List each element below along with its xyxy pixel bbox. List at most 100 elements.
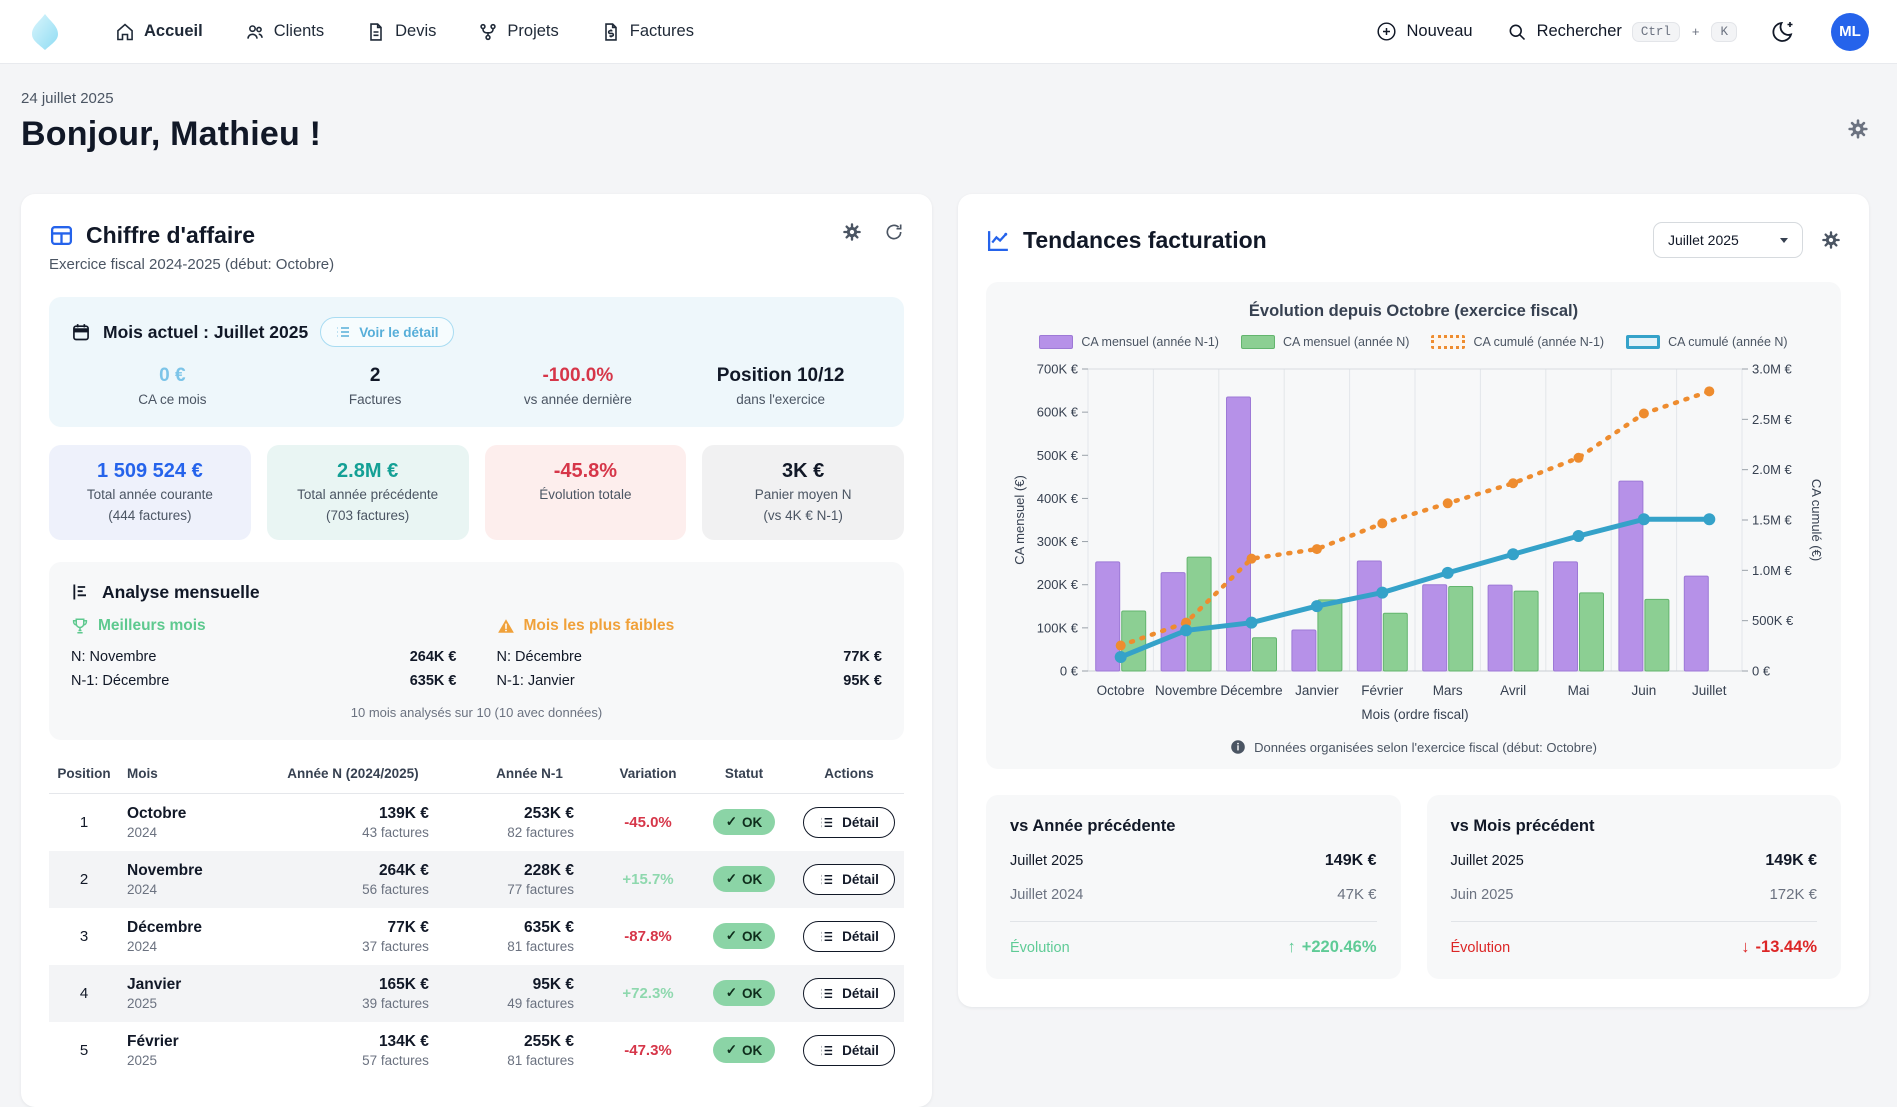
check-icon: ✓ [725, 1042, 738, 1058]
year-n-value: 139K € [378, 804, 429, 822]
year-n-value: 264K € [378, 861, 429, 879]
line-chart-icon [986, 228, 1011, 253]
cell-variation: +15.7% [602, 851, 694, 908]
cell-month: Novembre 2024 [119, 851, 249, 908]
evolution-percent: -13.44% [1755, 938, 1817, 956]
cell-status: ✓ OK [694, 851, 794, 908]
best-months-title: Meilleurs mois [98, 616, 206, 634]
nav-item-accueil[interactable]: Accueil [102, 13, 216, 51]
status-badge: ✓ OK [712, 866, 776, 893]
comparison-title: vs Mois précédent [1450, 817, 1595, 835]
cell-actions: Détail [794, 851, 904, 908]
dark-mode-toggle-icon[interactable] [1771, 19, 1797, 45]
legend-item: CA mensuel (année N-1) [1039, 335, 1219, 349]
user-avatar[interactable]: ML [1831, 12, 1869, 51]
analysis-row-value: 95K € [843, 672, 882, 689]
dashboard-settings-gear-icon[interactable] [1847, 118, 1869, 140]
status-badge: ✓ OK [712, 923, 776, 950]
cell-year-n: 77K € 37 factures [249, 908, 457, 965]
table-header: Actions [794, 753, 904, 794]
detail-button[interactable]: Détail [803, 920, 895, 952]
analysis-row: N: Décembre 77K € [497, 645, 883, 669]
evolution-label: Évolution [1450, 939, 1511, 956]
search-button[interactable]: Rechercher Ctrl + K [1507, 21, 1737, 42]
svg-text:1.0M €: 1.0M € [1752, 563, 1793, 578]
cell-status: ✓ OK [694, 1022, 794, 1079]
summary-box-label: Évolution totale [539, 487, 632, 502]
evolution-value: ↑ +220.46% [1287, 938, 1376, 957]
cell-position: 1 [79, 813, 89, 831]
cell-variation: +72.3% [602, 965, 694, 1022]
summary-box-value: 3K € [782, 460, 825, 482]
nav-item-clients[interactable]: Clients [232, 13, 337, 51]
cell-position: 3 [79, 927, 89, 945]
app-logo-icon[interactable] [28, 13, 62, 51]
svg-text:500K €: 500K € [1037, 448, 1079, 463]
legend-swatch-icon [1039, 335, 1074, 349]
svg-text:100K €: 100K € [1037, 620, 1079, 635]
trends-settings-gear-icon[interactable] [1821, 230, 1841, 250]
cell-year-n: 165K € 39 factures [249, 965, 457, 1022]
detail-button[interactable]: Détail [803, 863, 895, 895]
table-header: Variation [602, 753, 694, 794]
current-month-panel: Mois actuel : Juillet 2025 Voir le détai… [49, 297, 904, 427]
new-button[interactable]: Nouveau [1376, 21, 1473, 42]
months-table-body: 1 Octobre 2024 139K € 43 factures 253K €… [49, 793, 904, 1079]
period-select[interactable]: Juillet 2025 [1653, 222, 1803, 258]
month-year: 2025 [127, 1052, 158, 1068]
analysis-row: N: Novembre 264K € [71, 645, 457, 669]
nav-item-factures[interactable]: Factures [588, 13, 707, 51]
summary-box: 2.8M € Total année précédente (703 factur… [266, 445, 469, 540]
analysis-row-value: 77K € [843, 648, 882, 665]
comparison-row1-value: 149K € [1765, 852, 1817, 869]
cell-variation: -45.0% [602, 793, 694, 851]
weakest-months-rows: N: Décembre 77K € N-1: Janvier 95K € [497, 645, 883, 693]
month-name: Février [127, 1032, 179, 1050]
detail-button[interactable]: Détail [803, 1034, 895, 1066]
svg-text:2.5M €: 2.5M € [1752, 412, 1793, 427]
svg-text:3.0M €: 3.0M € [1752, 362, 1793, 377]
year-n-count: 43 factures [362, 824, 429, 840]
detail-button-label: Détail [842, 985, 879, 1001]
nav-item-projets[interactable]: Projets [465, 13, 571, 51]
weakest-months-title: Mois les plus faibles [523, 616, 675, 634]
divider [1450, 921, 1817, 922]
view-detail-button[interactable]: Voir le détail [320, 317, 454, 347]
month-year: 2024 [127, 881, 158, 897]
svg-text:700K €: 700K € [1037, 362, 1079, 377]
table-header: Année N-1 [456, 753, 602, 794]
nav-item-devis[interactable]: Devis [353, 13, 449, 51]
plus-circle-icon [1376, 21, 1397, 42]
refresh-icon[interactable] [884, 222, 904, 242]
month-stat: Position 10/12 dans l'exercice [679, 365, 882, 407]
devis-icon [366, 22, 386, 42]
legend-swatch-icon [1240, 335, 1275, 349]
table-row: 4 Janvier 2025 165K € 39 factures 95K € … [49, 964, 904, 1022]
legend-item: CA mensuel (année N) [1240, 335, 1409, 349]
calendar-icon [71, 322, 91, 342]
info-icon [1230, 739, 1246, 755]
warning-icon [497, 617, 515, 635]
detail-button[interactable]: Détail [803, 977, 895, 1009]
comparison-row2-label: Juin 2025 [1450, 886, 1514, 903]
monthly-analysis-panel: Analyse mensuelle Meilleurs mois [49, 561, 904, 740]
detail-button[interactable]: Détail [803, 806, 895, 838]
year-n1-value: 95K € [532, 975, 574, 993]
cell-month: Octobre 2024 [119, 793, 249, 851]
legend-swatch-icon [1431, 335, 1466, 349]
cell-year-n1: 635K € 81 factures [457, 908, 602, 965]
status-text: OK [742, 814, 763, 830]
svg-text:Juillet: Juillet [1692, 683, 1727, 698]
search-label: Rechercher [1536, 22, 1622, 40]
cell-month: Décembre 2024 [119, 908, 249, 965]
cell-actions: Détail [794, 1022, 904, 1079]
year-n-count: 56 factures [362, 881, 429, 897]
cell-month: Février 2025 [119, 1022, 249, 1079]
analysis-row: N-1: Janvier 95K € [497, 669, 883, 693]
revenue-settings-gear-icon[interactable] [842, 222, 862, 242]
svg-text:Décembre: Décembre [1220, 683, 1282, 698]
legend-label: CA cumulé (année N-1) [1473, 335, 1605, 349]
evolution-value: ↓ -13.44% [1741, 938, 1817, 957]
svg-text:Juin: Juin [1632, 683, 1657, 698]
cell-position: 2 [79, 870, 89, 888]
